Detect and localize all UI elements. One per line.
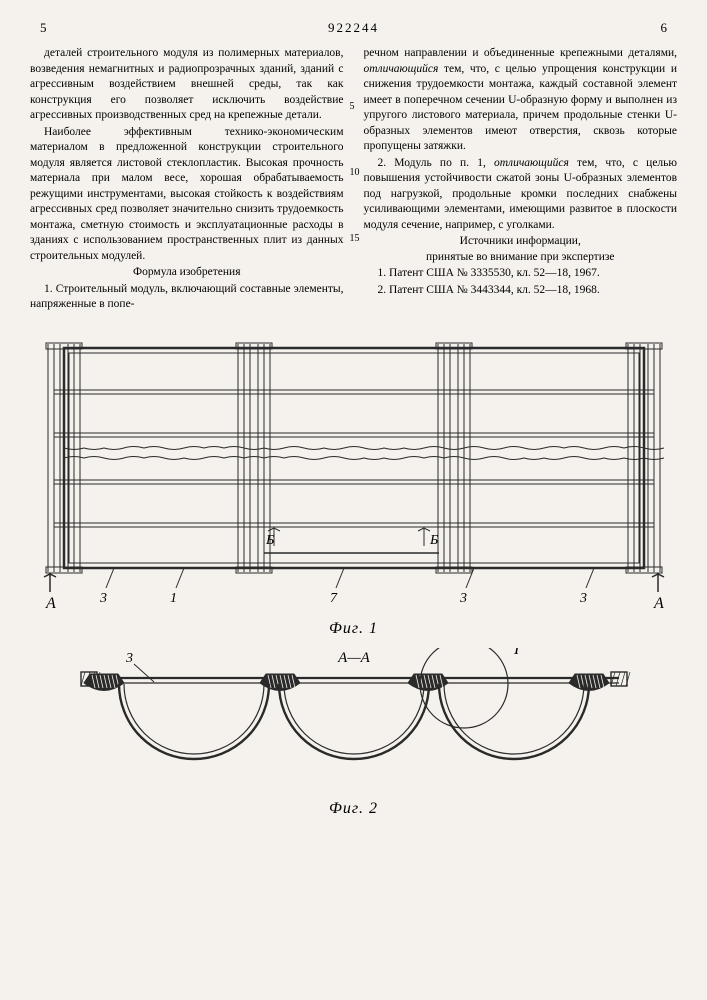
sources-title: Источники информации, принятые во вниман… — [364, 234, 678, 265]
svg-text:3: 3 — [125, 651, 133, 666]
para: 2. Модуль по п. 1, отличающийся тем, что… — [364, 156, 678, 234]
claim: 1. Строительный модуль, включающий соста… — [30, 282, 344, 313]
line-marker: 15 — [350, 232, 360, 246]
formula-title: Формула изобретения — [30, 265, 344, 281]
svg-text:A: A — [653, 595, 664, 612]
text-columns: деталей строительного модуля из полимерн… — [30, 46, 677, 314]
svg-text:A: A — [45, 595, 56, 612]
line-marker: 10 — [350, 166, 360, 180]
page-number-right: 6 — [661, 20, 668, 36]
figure-2: A—A I 3 — [34, 648, 674, 798]
svg-text:3: 3 — [459, 591, 467, 606]
patent-page: 5 922244 6 деталей строительного модуля … — [0, 0, 707, 1000]
line-marker: 5 — [350, 100, 355, 114]
svg-text:A—A: A—A — [337, 650, 371, 666]
source-ref: 1. Патент США № 3335530, кл. 52—18, 1967… — [364, 266, 678, 282]
svg-text:I: I — [513, 648, 520, 658]
patent-number: 922244 — [47, 20, 661, 36]
svg-text:3: 3 — [99, 591, 107, 606]
right-column: 5 10 15 речном направлении и объединенны… — [364, 46, 678, 314]
left-column: деталей строительного модуля из полимерн… — [30, 46, 344, 314]
source-ref: 2. Патент США № 3443344, кл. 52—18, 1968… — [364, 283, 678, 299]
para: деталей строительного модуля из полимерн… — [30, 46, 344, 124]
svg-text:Б: Б — [265, 533, 274, 548]
figures-block: A A Б Б 3 1 7 3 3 Фиг. 1 A—A I 3 Фиг. 2 — [30, 328, 677, 818]
fig2-caption: Фиг. 2 — [30, 800, 677, 818]
fig1-caption: Фиг. 1 — [30, 620, 677, 638]
para: Наиболее эффективным технико-экономическ… — [30, 125, 344, 265]
para: речном направлении и объединенные крепеж… — [364, 46, 678, 155]
figure-1: A A Б Б 3 1 7 3 3 — [34, 328, 674, 618]
svg-text:1: 1 — [170, 591, 177, 606]
page-header: 5 922244 6 — [30, 20, 677, 36]
svg-text:Б: Б — [429, 533, 438, 548]
svg-text:3: 3 — [579, 591, 587, 606]
svg-text:7: 7 — [330, 591, 338, 606]
